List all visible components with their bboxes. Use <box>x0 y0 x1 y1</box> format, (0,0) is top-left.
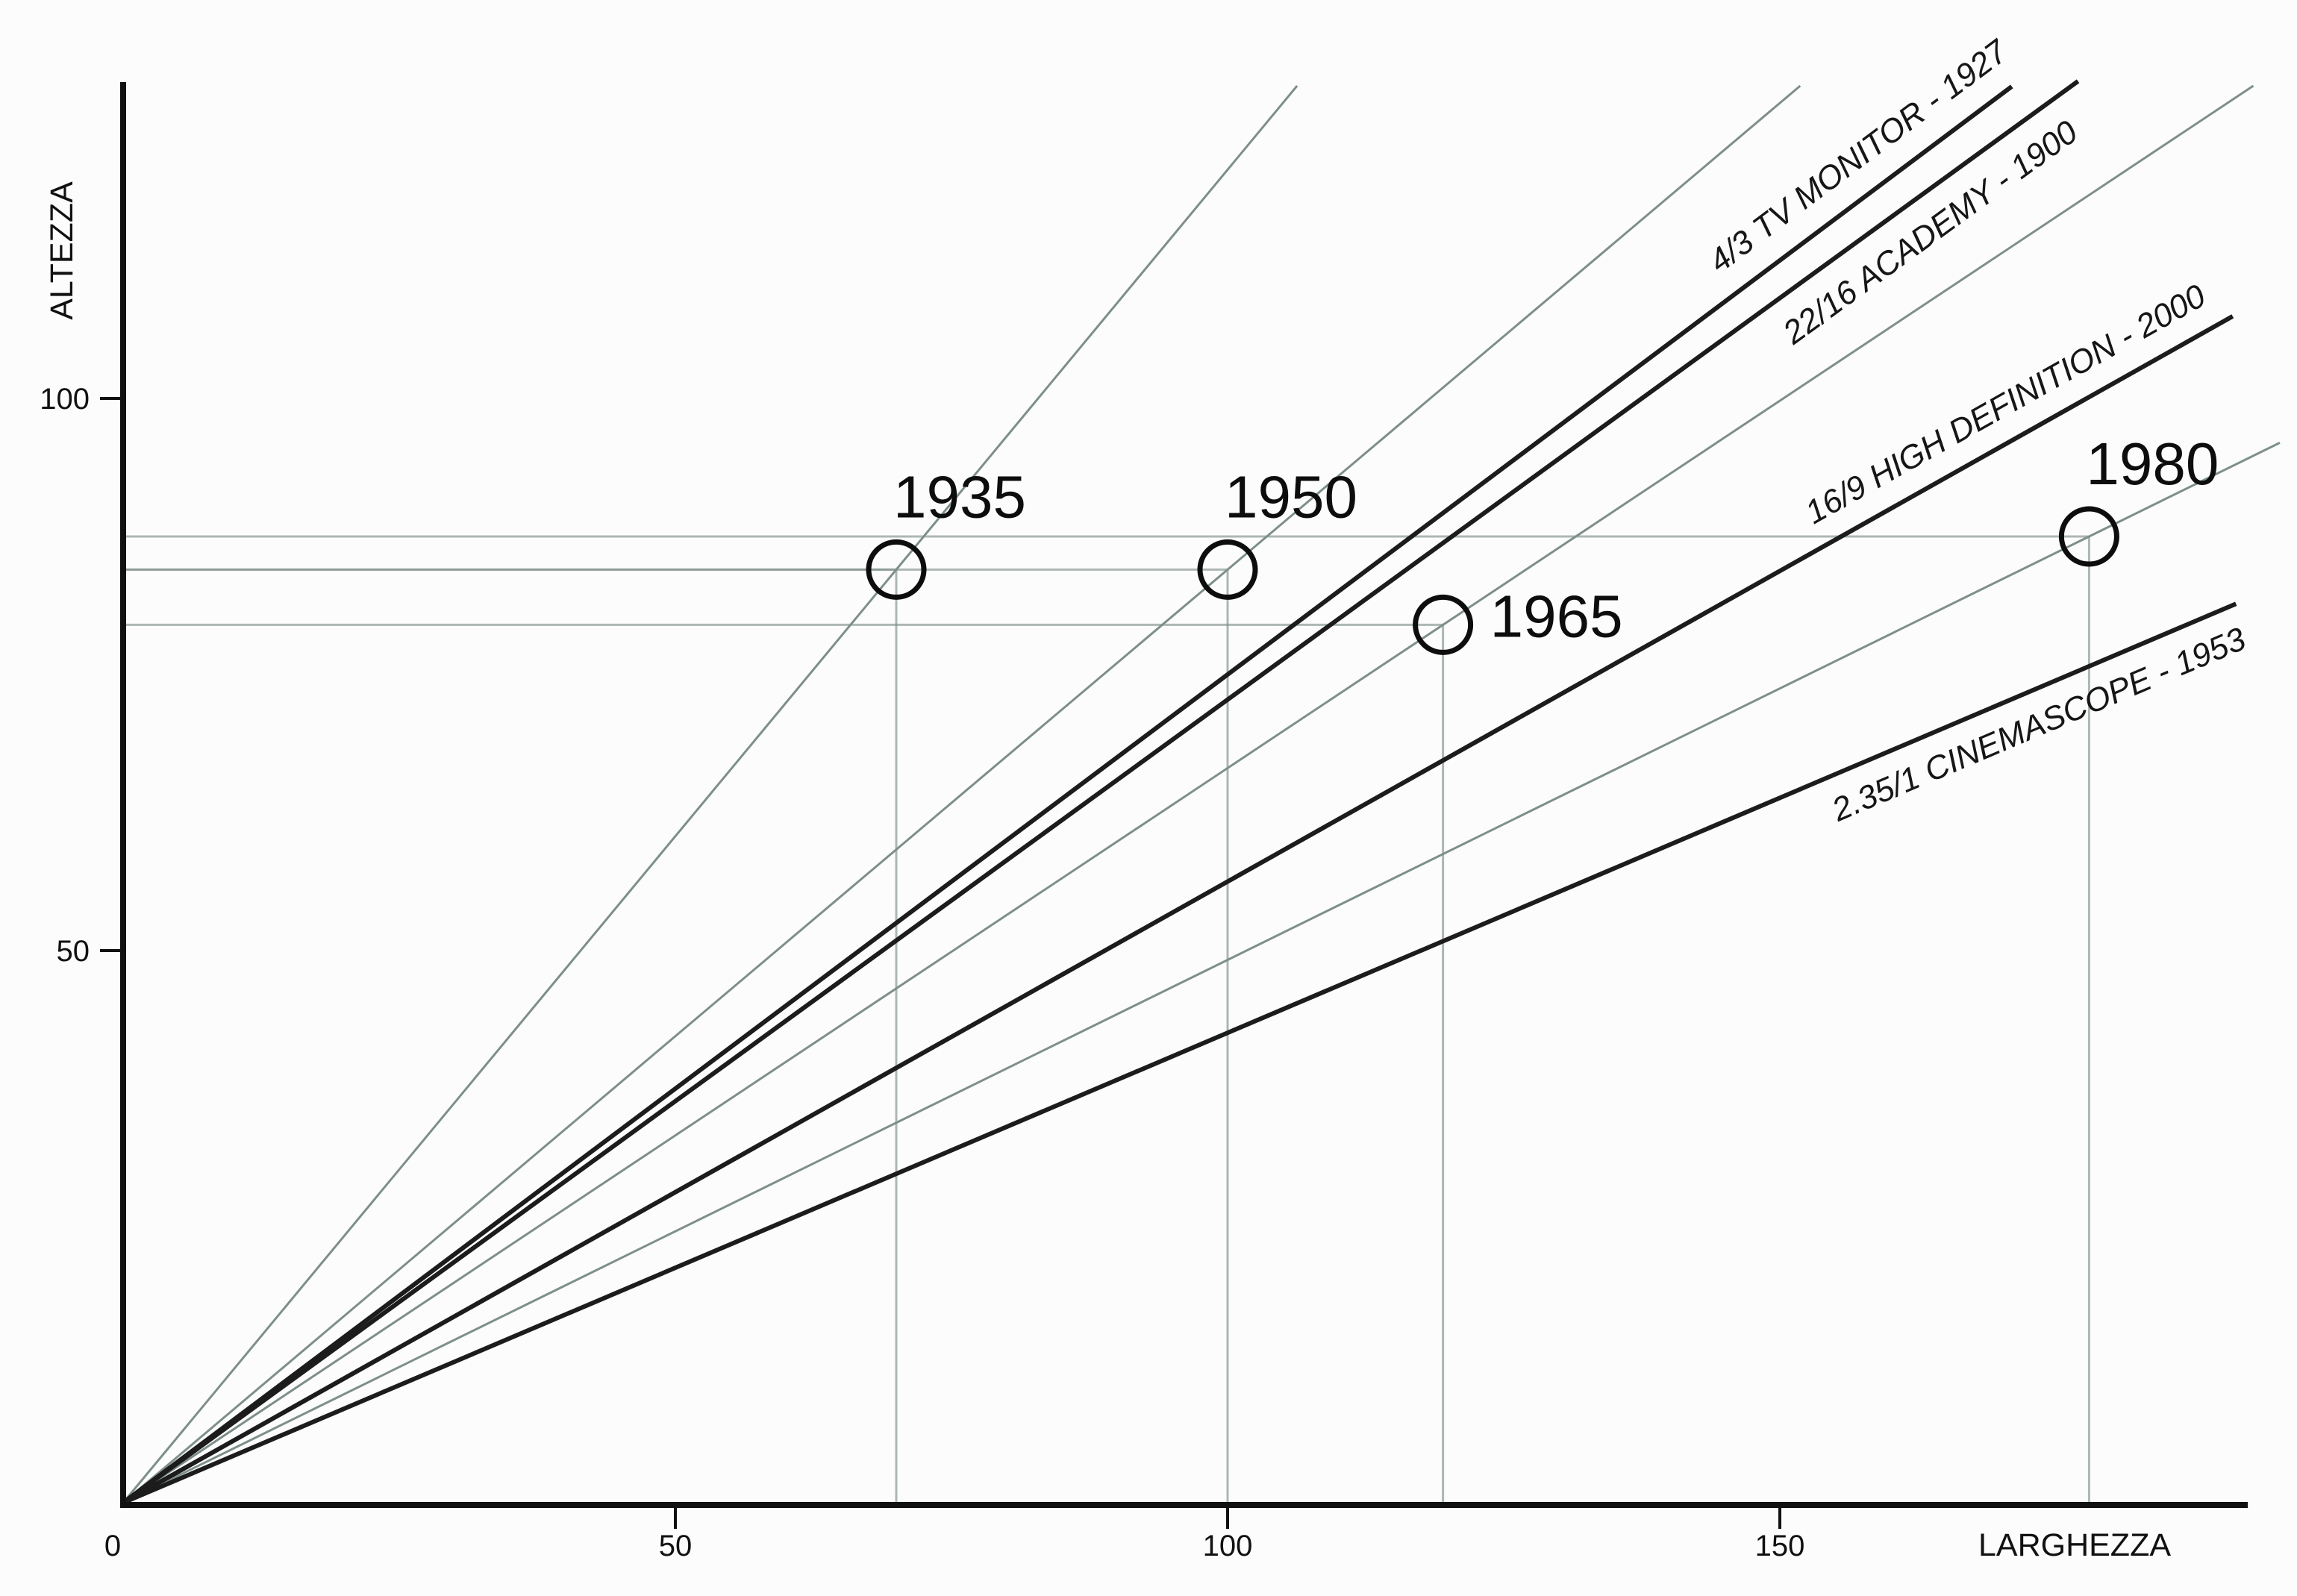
x-axis-tick-label-0: 0 <box>104 1530 121 1562</box>
data-point-year-label-1980: 1980 <box>2086 431 2219 497</box>
format-line-0 <box>122 84 2013 1505</box>
format-line-2 <box>122 314 2234 1505</box>
format-line-label-3: 2.35/1 CINEMASCOPE - 1953 <box>1826 620 2251 828</box>
year-aspect-ray-1980 <box>122 442 2281 1504</box>
format-line-3 <box>122 601 2237 1505</box>
data-point-year-label-1965: 1965 <box>1490 583 1623 649</box>
year-aspect-ray-1950 <box>122 84 1801 1504</box>
data-point-circle-1935 <box>866 539 927 600</box>
x-axis-tick-label-50: 50 <box>659 1530 693 1562</box>
y-axis-tick-label-50: 50 <box>57 935 90 968</box>
format-line-1 <box>122 79 2080 1505</box>
data-point-circle-1950 <box>1197 539 1258 600</box>
x-axis-tick-label-100: 100 <box>1203 1530 1253 1562</box>
data-point-circle-1980 <box>2058 506 2119 567</box>
data-point-circle-1965 <box>1413 594 1474 655</box>
x-axis-tick-label-150: 150 <box>1755 1530 1805 1562</box>
year-aspect-ray-1935 <box>122 85 1298 1503</box>
x-axis-title: LARGHEZZA <box>1978 1527 2171 1563</box>
data-point-year-label-1950: 1950 <box>1225 463 1357 530</box>
year-aspect-ray-1965 <box>122 84 2254 1504</box>
y-axis-title: ALTEZZA <box>44 181 80 320</box>
y-axis-tick-label-100: 100 <box>40 383 90 416</box>
data-point-year-label-1935: 1935 <box>893 463 1026 530</box>
